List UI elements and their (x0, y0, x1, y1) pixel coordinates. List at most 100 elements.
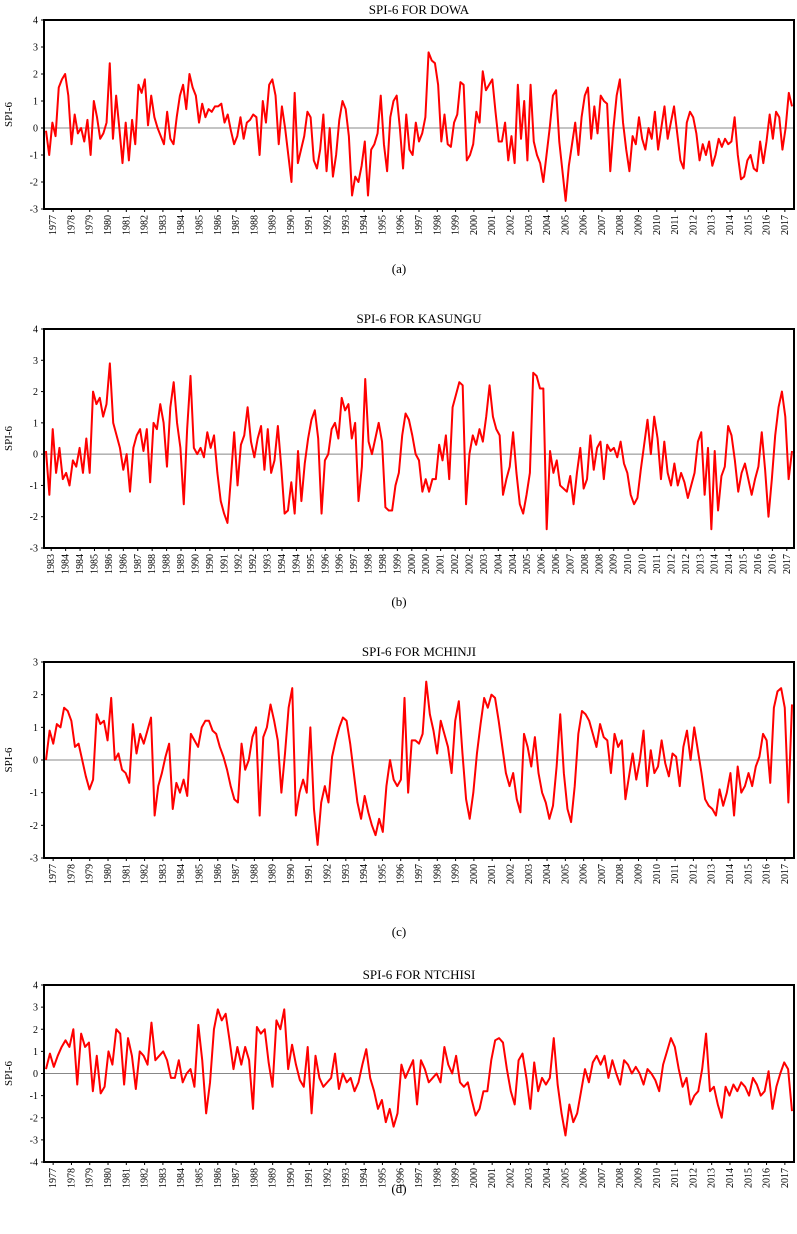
x-tick-label: 2011 (652, 554, 663, 574)
y-tick-label: 3 (33, 356, 38, 367)
x-tick-label: 2005 (522, 554, 533, 574)
x-tick-label: 2013 (707, 1168, 718, 1188)
x-tick-label: 2007 (597, 215, 608, 235)
x-tick-label: 1988 (249, 1168, 260, 1188)
x-tick-label: 2002 (450, 554, 461, 574)
y-tick-label: 3 (33, 1003, 38, 1014)
x-tick-label: 1984 (176, 1168, 187, 1188)
x-tick-label: 2006 (579, 864, 590, 884)
x-tick-label: 1977 (48, 864, 59, 884)
y-tick-label: 0 (33, 450, 38, 461)
y-tick-label: 2 (33, 387, 38, 398)
x-tick-label: 1993 (341, 1168, 352, 1188)
x-tick-label: 2012 (666, 554, 677, 574)
x-tick-label: 2010 (638, 554, 649, 574)
x-tick-label: 2002 (505, 215, 516, 235)
x-tick-label: 2004 (508, 554, 519, 574)
y-tick-label: 2 (33, 1025, 38, 1036)
x-tick-label: 2013 (707, 215, 718, 235)
x-tick-label: 1995 (377, 215, 388, 235)
y-tick-label: 1 (33, 723, 38, 734)
x-tick-label: 2006 (551, 554, 562, 574)
x-tick-label: 1978 (66, 1168, 77, 1188)
x-tick-label: 2004 (493, 554, 504, 574)
x-tick-label: 2005 (560, 215, 571, 235)
x-tick-label: 1984 (75, 554, 86, 574)
x-tick-label: 2016 (762, 864, 773, 884)
x-tick-label: 1983 (158, 864, 169, 884)
x-tick-label: 2004 (542, 215, 553, 235)
y-tick-label: -1 (30, 151, 38, 162)
x-tick-label: 1987 (231, 215, 242, 235)
y-tick-label: -2 (30, 1113, 38, 1124)
x-tick-label: 1985 (89, 554, 100, 574)
x-tick-label: 2015 (743, 864, 754, 884)
x-tick-label: 1991 (219, 554, 230, 574)
x-tick-label: 2011 (670, 1168, 681, 1188)
x-tick-label: 1998 (432, 215, 443, 235)
x-tick-label: 2006 (537, 554, 548, 574)
x-tick-label: 1996 (396, 1168, 407, 1188)
y-tick-label: 4 (33, 16, 38, 27)
x-tick-label: 1999 (451, 864, 462, 884)
y-tick-label: 3 (33, 43, 38, 54)
x-tick-label: 1999 (451, 1168, 462, 1188)
x-tick-label: 1987 (133, 554, 144, 574)
y-tick-label: -4 (30, 1158, 38, 1169)
x-tick-label: 2015 (739, 554, 750, 574)
x-tick-label: 1994 (359, 1168, 370, 1188)
x-tick-label: 2016 (762, 1168, 773, 1188)
x-tick-label: 2017 (780, 215, 791, 235)
x-tick-label: 1981 (121, 864, 132, 884)
x-tick-label: 1995 (377, 1168, 388, 1188)
x-tick-label: 2008 (615, 1168, 626, 1188)
x-tick-label: 1995 (377, 864, 388, 884)
x-tick-label: 1990 (286, 1168, 297, 1188)
x-tick-label: 1988 (249, 215, 260, 235)
x-tick-label: 1984 (176, 215, 187, 235)
x-tick-label: 2000 (421, 554, 432, 574)
x-tick-label: 1996 (396, 215, 407, 235)
x-tick-label: 2001 (487, 215, 498, 235)
spi-series-line (45, 680, 793, 846)
x-tick-label: 2014 (725, 864, 736, 884)
x-tick-label: 1999 (451, 215, 462, 235)
x-tick-label: 2009 (634, 215, 645, 235)
x-tick-label: 1986 (118, 554, 129, 574)
x-tick-label: 2017 (782, 554, 793, 574)
x-tick-label: 1981 (121, 215, 132, 235)
x-tick-label: 2009 (634, 1168, 645, 1188)
x-tick-label: 1991 (304, 1168, 315, 1188)
x-tick-label: 2009 (609, 554, 620, 574)
x-tick-label: 2016 (767, 554, 778, 574)
x-tick-label: 2012 (681, 554, 692, 574)
x-tick-label: 1983 (46, 554, 57, 574)
panel-caption: (d) (391, 1181, 406, 1196)
x-tick-label: 2000 (469, 215, 480, 235)
x-tick-label: 2015 (743, 1168, 754, 1188)
y-tick-label: 1 (33, 418, 38, 429)
x-tick-label: 2000 (469, 864, 480, 884)
chart-title: SPI-6 FOR NTCHISI (363, 967, 476, 982)
x-tick-label: 1997 (414, 215, 425, 235)
x-tick-label: 2012 (688, 864, 699, 884)
y-tick-label: -3 (30, 1135, 38, 1146)
y-tick-label: 0 (33, 1069, 38, 1080)
spi-series-line (45, 362, 793, 531)
x-tick-label: 2008 (594, 554, 605, 574)
panel-caption: (b) (391, 594, 406, 609)
x-tick-label: 2003 (524, 864, 535, 884)
y-tick-label: 1 (33, 97, 38, 108)
x-tick-label: 1982 (140, 864, 151, 884)
x-tick-label: 2011 (670, 215, 681, 235)
x-tick-label: 2005 (560, 1168, 571, 1188)
x-tick-label: 1977 (48, 1168, 59, 1188)
x-tick-label: 1996 (396, 864, 407, 884)
y-tick-label: -1 (30, 1091, 38, 1102)
x-tick-label: 1989 (176, 554, 187, 574)
x-tick-label: 1987 (231, 864, 242, 884)
plot-frame (43, 328, 795, 549)
x-tick-label: 2004 (542, 1168, 553, 1188)
x-tick-label: 1998 (432, 864, 443, 884)
x-tick-label: 2011 (670, 864, 681, 884)
